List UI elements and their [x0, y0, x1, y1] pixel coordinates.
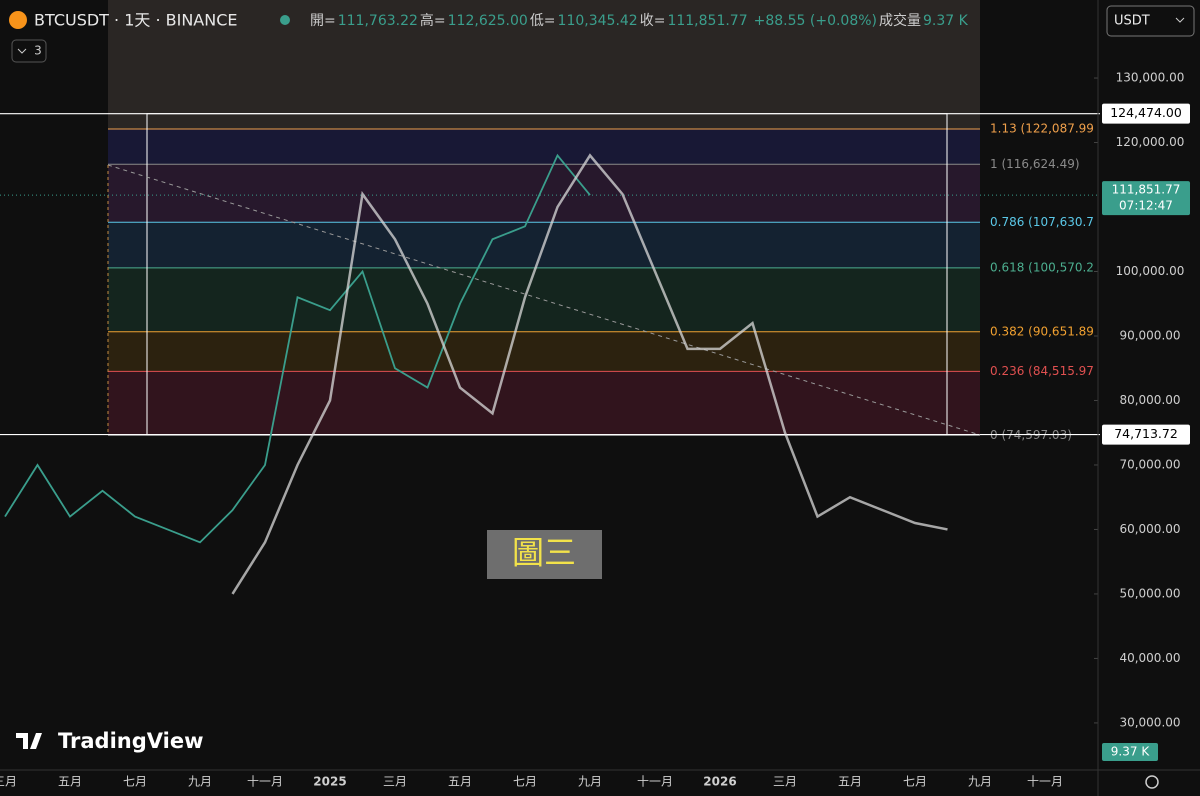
last-price-tag [1102, 181, 1190, 216]
x-tick-label: 五月 [448, 775, 472, 789]
x-tick-label: 五月 [838, 775, 862, 789]
last-price-label: 111,851.77 [1112, 183, 1181, 197]
x-tick-label: 十一月 [247, 775, 283, 789]
x-tick-label: 十一月 [637, 775, 673, 789]
y-tick-label: 120,000.00 [1116, 135, 1185, 149]
fib-label: 0.382 (90,651.89 [990, 324, 1094, 338]
brand-logo [16, 733, 42, 749]
header-close: 111,851.77 [667, 13, 747, 29]
fib-zone [108, 371, 980, 436]
annotation: 圖三 [512, 534, 576, 572]
header-volume: 9.37 K [923, 13, 969, 29]
x-tick-label: 九月 [188, 775, 212, 789]
fib-label: 1.13 (122,087.99 [990, 122, 1094, 136]
y-tick-label: 30,000.00 [1119, 715, 1180, 729]
brand: TradingView [58, 729, 203, 753]
price-line [231, 153, 948, 595]
y-tick-label: 80,000.00 [1119, 393, 1180, 407]
x-tick-label: 三月 [383, 775, 407, 789]
x-tick-label: 2026 [703, 775, 736, 789]
x-tick-label: 2025 [313, 775, 346, 789]
y-tick-label: 40,000.00 [1119, 651, 1180, 665]
price-line [4, 153, 591, 544]
currency-chevron [1175, 17, 1185, 23]
header-low: 110,345.42 [558, 13, 638, 29]
indicator-count: 3 [34, 44, 42, 58]
header-volume-label: 成交量 [879, 12, 921, 29]
status-dot [280, 15, 290, 25]
y-tick-label: 100,000.00 [1116, 264, 1185, 278]
symbol: BTCUSDT · 1天 · BINANCE [34, 11, 238, 30]
volume-badge [1102, 743, 1158, 761]
y-tick-label: 60,000.00 [1119, 522, 1180, 536]
fib-top-zone [108, 0, 980, 130]
header-low-label: 低= [530, 13, 556, 29]
currency-button[interactable] [1106, 5, 1195, 37]
x-tick-label: 七月 [903, 775, 927, 789]
settings-icon[interactable] [1145, 775, 1159, 789]
header-change: +88.55 (+0.08%) [754, 13, 877, 29]
price-tag-label: 124,474.00 [1110, 105, 1182, 120]
indicator-toggle[interactable] [11, 39, 47, 63]
x-tick-label: 九月 [578, 775, 602, 789]
x-tick-label: 七月 [513, 775, 537, 789]
header-close-label: 收= [640, 13, 666, 29]
price-tag [1102, 103, 1190, 124]
x-tick-label: 三月 [773, 775, 797, 789]
volume-badge-label: 9.37 K [1111, 745, 1151, 759]
y-tick-label: 90,000.00 [1119, 328, 1180, 342]
y-tick-label: 70,000.00 [1119, 457, 1180, 471]
symbol-icon [9, 11, 27, 29]
header-open: 111,763.22 [338, 13, 418, 29]
price-tag [1102, 424, 1190, 445]
header-open-label: 開= [310, 13, 336, 29]
trend-line [107, 164, 981, 436]
countdown: 07:12:47 [1119, 199, 1173, 213]
fib-zone [108, 331, 980, 372]
price-tag-label: 74,713.72 [1114, 426, 1178, 441]
x-tick-label: 五月 [58, 775, 82, 789]
fib-zone [108, 164, 980, 223]
fib-label: 0.618 (100,570.2 [990, 260, 1094, 274]
y-tick-label: 50,000.00 [1119, 586, 1180, 600]
annotation-box [487, 530, 602, 579]
fib-zone [108, 129, 980, 165]
chevron [17, 48, 27, 54]
fib-label: 0.236 (84,515.97 [990, 364, 1094, 378]
y-tick-label: 130,000.00 [1116, 71, 1185, 85]
currency-label: USDT [1114, 14, 1150, 29]
header-high: 112,625.00 [448, 13, 528, 29]
x-tick-label: 九月 [968, 775, 992, 789]
x-tick-label: 七月 [123, 775, 147, 789]
fib-label: 1 (116,624.49) [990, 157, 1080, 171]
fib-label: 0.786 (107,630.7 [990, 215, 1094, 229]
x-tick-label: 十一月 [1027, 775, 1063, 789]
x-tick-label: 三月 [0, 775, 17, 789]
header-high-label: 高= [420, 12, 446, 29]
